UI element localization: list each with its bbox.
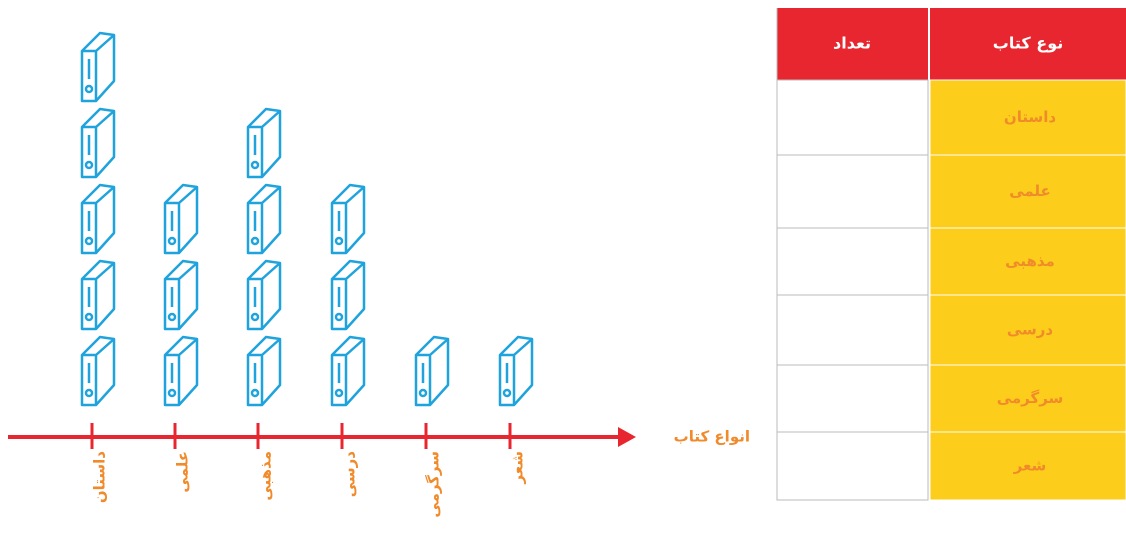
book-icon: [163, 259, 199, 331]
book-icon: [330, 335, 366, 407]
type-text: داستان: [1004, 108, 1056, 126]
count-cell: [776, 227, 929, 296]
book-icon: [498, 335, 534, 407]
book-detail: [84, 84, 94, 94]
type-text: علمی: [1009, 182, 1051, 200]
book-detail: [84, 160, 94, 170]
type-cell: [929, 79, 1126, 156]
book-icon: [163, 335, 199, 407]
type-cell: [929, 364, 1126, 433]
book-icon: [80, 107, 116, 179]
count-cell: [776, 294, 929, 366]
book-icon: [80, 183, 116, 255]
book-icon: [330, 183, 366, 255]
book-detail: [250, 236, 260, 246]
book-detail: [167, 236, 177, 246]
count-cell: [776, 364, 929, 433]
book-detail: [84, 236, 94, 246]
book-detail: [250, 388, 260, 398]
x-tick-label: علمی: [174, 451, 192, 493]
book-detail: [84, 388, 94, 398]
icon-column: [246, 107, 282, 407]
book-detail: [418, 388, 428, 398]
type-cell: [929, 431, 1126, 501]
header-text: نوع کتاب: [993, 34, 1063, 53]
icon-column: [330, 183, 366, 407]
book-icon: [246, 335, 282, 407]
book-detail: [334, 388, 344, 398]
book-detail: [334, 312, 344, 322]
type-text: درسی: [1007, 321, 1054, 339]
icon-column: [498, 335, 534, 407]
count-cell: [776, 154, 929, 229]
book-detail: [167, 312, 177, 322]
type-cell: [929, 227, 1126, 296]
book-icon: [80, 31, 116, 103]
book-icon: [414, 335, 450, 407]
book-icon: [80, 335, 116, 407]
book-detail: [250, 312, 260, 322]
book-detail: [334, 236, 344, 246]
type-text: مذهبی: [1005, 252, 1055, 270]
x-tick-label: سرگرمی: [425, 451, 443, 518]
x-tick-label: مذهبی: [257, 451, 275, 501]
x-tick-label: داستان: [91, 451, 109, 503]
book-icon: [330, 259, 366, 331]
book-icon: [246, 183, 282, 255]
axis-arrow: [618, 427, 636, 447]
book-detail: [84, 312, 94, 322]
book-icon: [163, 183, 199, 255]
table: تعداد نوع کتاب داستان علمی مذهبی درسی سرگرمی…: [776, 8, 1126, 501]
book-detail: [167, 388, 177, 398]
book-icon: [80, 259, 116, 331]
x-tick-label: درسی: [341, 451, 359, 498]
header-text: تعداد: [833, 34, 871, 53]
book-icon: [246, 259, 282, 331]
header-cell: [930, 8, 1126, 80]
book-detail: [502, 388, 512, 398]
icon-column: [414, 335, 450, 407]
x-tick-label: شعر: [509, 451, 527, 485]
count-cell: [776, 79, 929, 156]
book-icon: [246, 107, 282, 179]
book-detail: [250, 160, 260, 170]
count-cell: [776, 431, 929, 501]
icon-column: [163, 183, 199, 407]
icon-column: [80, 31, 116, 407]
x-axis-label: انواع کتاب: [674, 428, 750, 446]
header-cell: [777, 8, 928, 80]
type-text: شعر: [1013, 457, 1047, 475]
type-text: سرگرمی: [997, 389, 1064, 407]
